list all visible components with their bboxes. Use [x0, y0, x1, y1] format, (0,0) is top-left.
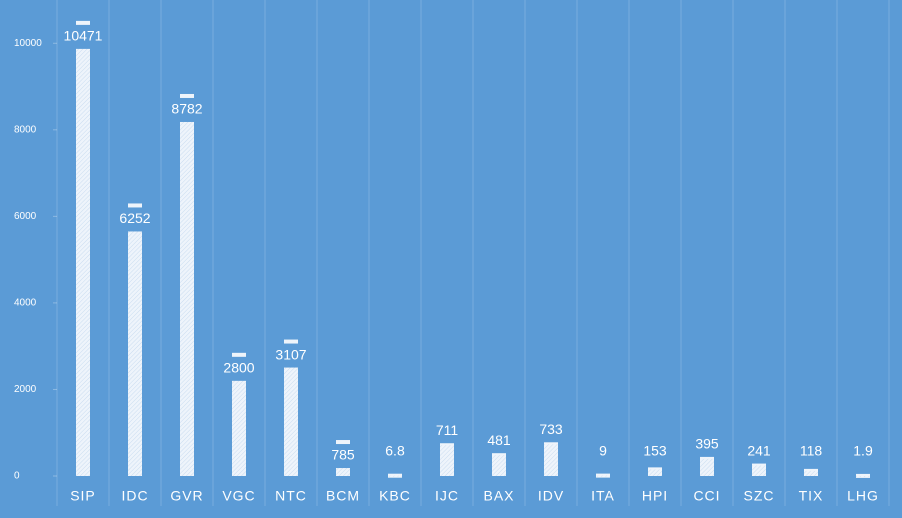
value-label: 481	[487, 432, 511, 448]
y-tick-label: 10000	[14, 38, 42, 49]
bar	[440, 445, 454, 476]
x-tick-label: ITA	[591, 488, 615, 504]
bar	[284, 367, 298, 476]
x-tick-label: IJC	[435, 488, 459, 504]
bar-cap	[336, 440, 350, 445]
bar	[76, 48, 90, 477]
y-tick-label: 6000	[14, 211, 37, 222]
bar-cap	[284, 339, 298, 344]
x-tick-label: HPI	[642, 488, 668, 504]
value-label: 711	[436, 422, 459, 438]
x-tick-label: BCM	[326, 488, 360, 504]
bar	[492, 455, 506, 476]
x-tick-label: SZC	[744, 488, 775, 504]
bar	[544, 444, 558, 476]
x-tick-label: BAX	[483, 488, 514, 504]
value-label: 118	[800, 443, 823, 459]
value-label: 6252	[119, 210, 150, 226]
bar-cap	[76, 20, 90, 25]
x-tick-label: VGC	[222, 488, 255, 504]
bar	[752, 465, 766, 476]
bar	[596, 475, 610, 477]
value-label: 10471	[64, 28, 103, 44]
value-label: 241	[747, 442, 771, 458]
value-label: 1.9	[853, 443, 873, 459]
x-tick-label: NTC	[275, 488, 307, 504]
value-label: 785	[331, 447, 355, 463]
bar-cap	[128, 203, 142, 208]
bar	[180, 121, 194, 476]
x-tick-label: TIX	[799, 488, 824, 504]
bar	[336, 468, 350, 476]
value-label: 6.8	[385, 443, 405, 459]
y-tick-label: 2000	[14, 384, 37, 395]
x-tick-label: CCI	[693, 488, 720, 504]
x-tick-label: KBC	[379, 488, 411, 504]
x-tick-label: LHG	[847, 488, 879, 504]
bar	[856, 475, 870, 477]
x-tick-label: IDV	[538, 488, 564, 504]
y-tick-label: 8000	[14, 124, 37, 135]
value-label: 153	[643, 443, 667, 459]
bar-cap	[232, 352, 246, 357]
value-label: 395	[695, 436, 719, 452]
bar-cap	[180, 93, 194, 98]
x-tick-label: IDC	[121, 488, 148, 504]
bar	[700, 458, 714, 476]
value-label: 9	[599, 443, 607, 459]
value-label: 3107	[275, 346, 306, 362]
value-label: 8782	[171, 101, 202, 117]
value-label: 2800	[223, 360, 254, 376]
bar	[232, 380, 246, 476]
y-tick-label: 4000	[14, 298, 37, 309]
value-label: 733	[539, 421, 563, 437]
x-tick-label: GVR	[170, 488, 203, 504]
x-tick-label: SIP	[70, 488, 96, 504]
bar	[804, 470, 818, 476]
y-tick-label: 0	[14, 471, 20, 482]
bar	[648, 469, 662, 476]
bar	[128, 231, 142, 476]
bar	[388, 475, 402, 477]
